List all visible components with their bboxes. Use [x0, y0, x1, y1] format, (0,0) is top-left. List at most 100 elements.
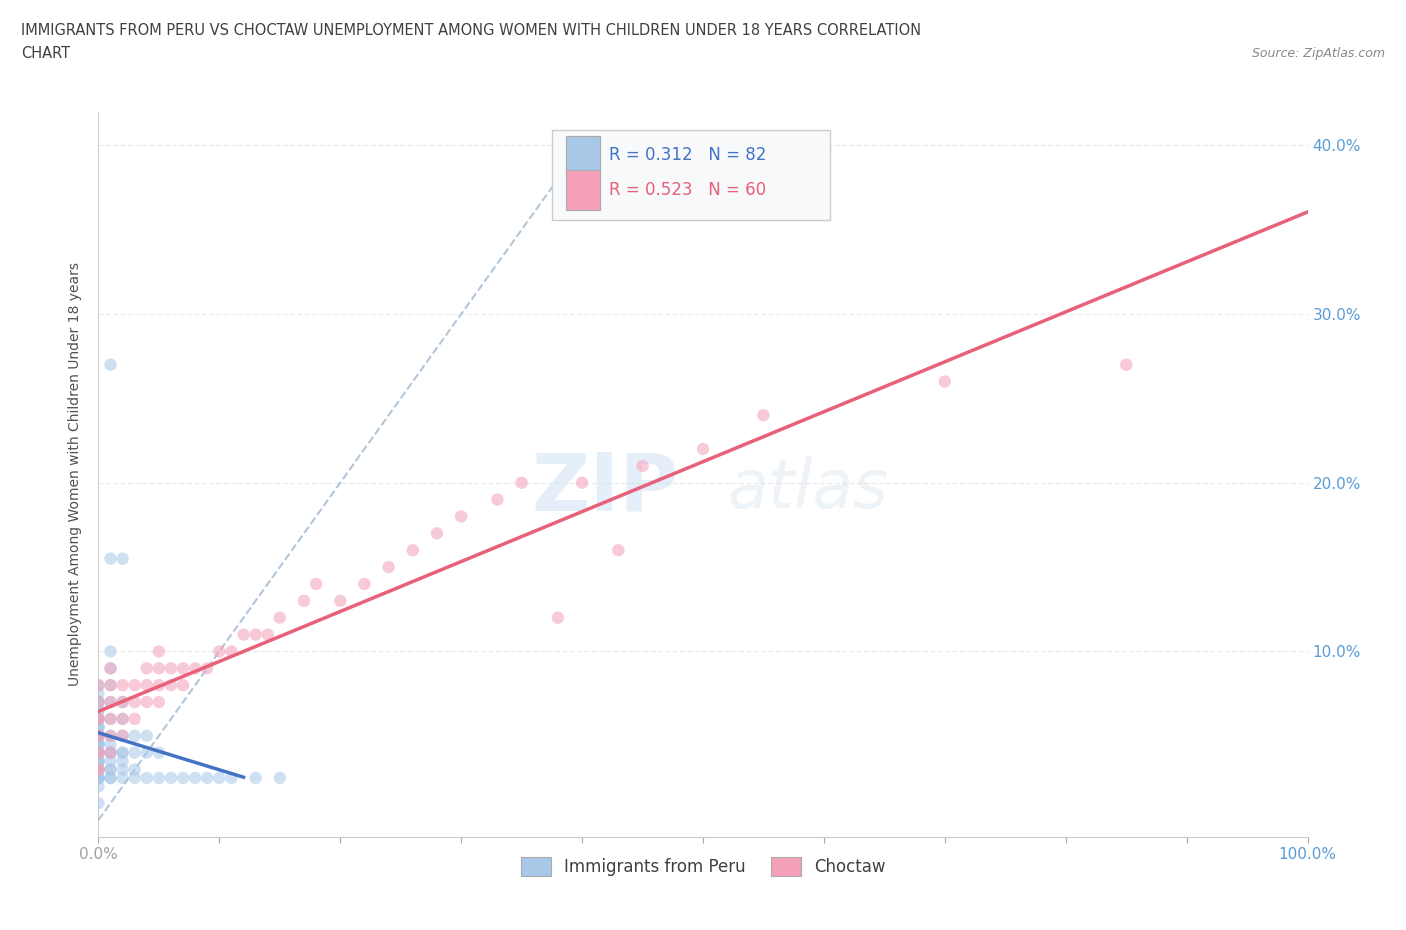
Point [87, 796, 110, 811]
Point [87, 711, 110, 726]
Point [100, 678, 122, 693]
Point [87, 753, 110, 768]
Point [111, 551, 134, 566]
Point [87, 762, 110, 777]
Point [87, 753, 110, 768]
Point [87, 737, 110, 751]
Text: R = 0.523   N = 60: R = 0.523 N = 60 [609, 181, 766, 199]
Point [160, 771, 183, 786]
Point [148, 695, 170, 710]
Point [148, 745, 170, 760]
Point [752, 408, 775, 423]
Point [402, 543, 425, 558]
Point [135, 745, 157, 760]
Point [87, 695, 110, 710]
Point [135, 661, 157, 676]
Y-axis label: Unemployment Among Women with Children Under 18 years: Unemployment Among Women with Children U… [69, 262, 83, 686]
Point [100, 711, 122, 726]
Point [87, 779, 110, 794]
Point [87, 695, 110, 710]
Point [100, 728, 122, 743]
Point [232, 627, 254, 642]
Point [269, 610, 291, 625]
Point [100, 695, 122, 710]
Point [100, 745, 122, 760]
Point [329, 593, 352, 608]
Point [87, 762, 110, 777]
Point [100, 711, 122, 726]
Point [87, 720, 110, 735]
Point [124, 678, 146, 693]
Point [111, 728, 134, 743]
Point [87, 745, 110, 760]
Point [124, 762, 146, 777]
Point [172, 661, 194, 676]
Point [124, 695, 146, 710]
Point [87, 762, 110, 777]
Point [87, 745, 110, 760]
Point [87, 745, 110, 760]
Point [172, 771, 194, 786]
Point [486, 492, 509, 507]
FancyBboxPatch shape [567, 136, 600, 175]
Point [353, 577, 375, 591]
Point [124, 771, 146, 786]
Text: atlas: atlas [727, 456, 889, 522]
Point [100, 771, 122, 786]
Point [87, 745, 110, 760]
Point [87, 737, 110, 751]
Point [87, 753, 110, 768]
Point [135, 728, 157, 743]
Point [100, 551, 122, 566]
Point [100, 762, 122, 777]
Point [148, 678, 170, 693]
Point [292, 593, 315, 608]
Point [547, 610, 569, 625]
Point [111, 711, 134, 726]
Point [135, 678, 157, 693]
Point [124, 745, 146, 760]
Point [87, 737, 110, 751]
Point [87, 753, 110, 768]
Point [631, 458, 654, 473]
Point [426, 525, 449, 540]
Point [111, 771, 134, 786]
Point [934, 374, 956, 389]
Point [87, 720, 110, 735]
Point [195, 771, 218, 786]
Point [100, 695, 122, 710]
Point [87, 728, 110, 743]
Point [377, 560, 399, 575]
Point [148, 644, 170, 658]
Point [87, 720, 110, 735]
Point [87, 728, 110, 743]
Point [148, 661, 170, 676]
Point [172, 678, 194, 693]
Point [510, 475, 533, 490]
Point [148, 771, 170, 786]
Point [269, 771, 291, 786]
Point [450, 509, 472, 524]
Point [100, 753, 122, 768]
Point [100, 737, 122, 751]
Point [87, 745, 110, 760]
Point [111, 695, 134, 710]
Point [87, 711, 110, 726]
Point [100, 762, 122, 777]
Point [87, 762, 110, 777]
Point [100, 644, 122, 658]
Legend: Immigrants from Peru, Choctaw: Immigrants from Peru, Choctaw [515, 851, 891, 884]
Point [111, 762, 134, 777]
Point [87, 728, 110, 743]
Text: Source: ZipAtlas.com: Source: ZipAtlas.com [1251, 46, 1385, 60]
Point [100, 745, 122, 760]
Point [100, 678, 122, 693]
Point [87, 678, 110, 693]
Point [100, 771, 122, 786]
Text: CHART: CHART [21, 46, 70, 61]
FancyBboxPatch shape [567, 170, 600, 209]
Point [87, 686, 110, 701]
Text: ZIP: ZIP [531, 450, 679, 528]
Point [87, 711, 110, 726]
Point [111, 745, 134, 760]
